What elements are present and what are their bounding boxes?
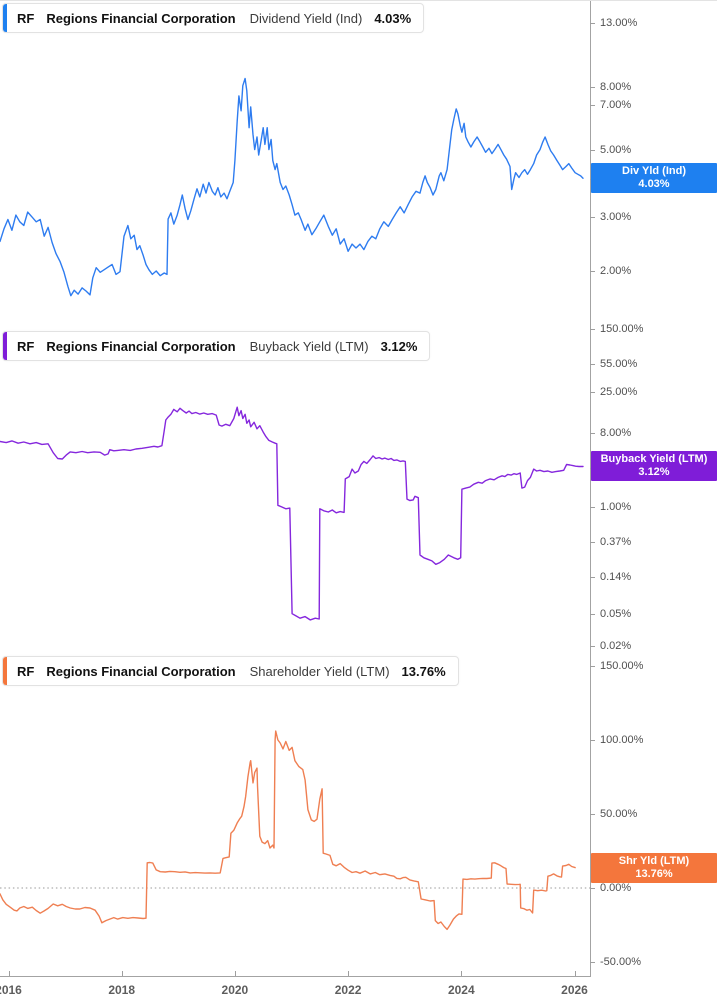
badge-series-value: 13.76% — [635, 867, 673, 880]
chart-header-shareholder-yield[interactable]: RF Regions Financial Corporation Shareho… — [2, 656, 459, 686]
y-axis-tick — [590, 542, 595, 544]
y-axis-label: -50.00% — [600, 956, 641, 968]
y-axis-label: 8.00% — [600, 81, 632, 94]
accent-bar-blue — [3, 4, 7, 32]
x-axis-label-2022: 2022 — [334, 983, 362, 997]
y-axis-label: 100.00% — [600, 734, 644, 746]
y-axis-tick — [590, 105, 595, 107]
y-axis-label: 7.00% — [600, 99, 632, 112]
metric-value: 3.12% — [380, 338, 418, 354]
chart-plot-1[interactable] — [0, 321, 592, 651]
y-axis-label: 50.00% — [600, 808, 638, 820]
series-line-shr-yld-ltm- — [0, 730, 576, 931]
x-axis-tick — [8, 971, 10, 976]
badge-series-name: Div Yld (Ind) — [622, 165, 686, 178]
y-axis-label: 55.00% — [600, 358, 638, 371]
y-axis-tick — [590, 23, 595, 24]
series-value-badge-0[interactable]: Div Yld (Ind) 4.03% — [591, 163, 717, 194]
y-axis-tick — [590, 962, 595, 963]
x-axis-tick — [348, 971, 350, 976]
y-axis-label: 3.00% — [600, 211, 632, 224]
metric-value: 4.03% — [374, 10, 412, 26]
company-name: Regions Financial Corporation — [46, 663, 236, 679]
chart-header-buyback-yield[interactable]: RF Regions Financial Corporation Buyback… — [2, 331, 431, 361]
series-line-buyback-yield-ltm- — [0, 406, 584, 621]
company-name: Regions Financial Corporation — [46, 338, 236, 354]
metric-name: Shareholder Yield (LTM) — [249, 663, 390, 679]
y-axis-tick — [590, 577, 595, 578]
y-axis-tick — [590, 432, 595, 434]
y-axis-line — [590, 1, 591, 976]
y-axis-label: 13.00% — [600, 17, 638, 29]
x-axis-label-2020: 2020 — [221, 983, 249, 997]
y-axis-tick — [590, 507, 595, 508]
y-axis-tick — [590, 646, 595, 648]
y-axis-label: 150.00% — [600, 660, 644, 672]
series-value-badge-1[interactable]: Buyback Yield (LTM) 3.12% — [591, 451, 717, 482]
y-axis-tick — [590, 740, 595, 741]
y-axis-tick — [590, 814, 595, 815]
badge-series-name: Shr Yld (LTM) — [618, 854, 690, 867]
company-name: Regions Financial Corporation — [46, 10, 236, 26]
y-axis-tick — [590, 392, 595, 394]
ticker-label: RF — [17, 663, 35, 679]
y-axis-label: 5.00% — [600, 143, 632, 156]
y-axis-label: 25.00% — [600, 386, 638, 399]
x-axis-label-2016: 2016 — [0, 983, 22, 997]
chart-header-dividend-yield[interactable]: RF Regions Financial Corporation Dividen… — [2, 3, 425, 33]
y-axis-tick — [590, 613, 595, 615]
x-axis-label-2024: 2024 — [447, 983, 475, 997]
series-line-div-yld-ind- — [0, 77, 584, 297]
y-axis-tick — [590, 364, 595, 366]
y-axis-tick — [590, 888, 595, 889]
x-axis-label-2026: 2026 — [561, 983, 588, 997]
series-value-badge-2[interactable]: Shr Yld (LTM) 13.76% — [591, 852, 717, 883]
y-axis-label: 8.00% — [600, 426, 632, 439]
metric-name: Buyback Yield (LTM) — [249, 338, 369, 354]
metric-name: Dividend Yield (Ind) — [249, 10, 363, 26]
x-axis-tick — [574, 971, 576, 976]
y-axis-label: 2.00% — [600, 265, 632, 277]
badge-series-value: 4.03% — [638, 178, 670, 191]
badge-series-name: Buyback Yield (LTM) — [600, 453, 708, 466]
chart-plot-2[interactable] — [0, 651, 592, 976]
x-axis-line — [0, 976, 591, 977]
y-axis-label: 0.14% — [600, 571, 632, 583]
y-axis-label: 0.37% — [600, 536, 632, 549]
y-axis-tick — [590, 217, 595, 219]
x-axis-tick — [121, 971, 123, 976]
y-axis-label: 1.00% — [600, 501, 632, 513]
badge-series-value: 3.12% — [638, 466, 670, 479]
accent-bar-purple — [3, 332, 7, 360]
accent-bar-orange — [3, 657, 7, 685]
x-axis-tick — [461, 971, 463, 976]
y-axis-tick — [590, 328, 595, 330]
x-axis-label-2018: 2018 — [108, 983, 136, 997]
y-axis-tick — [590, 87, 595, 89]
y-axis-tick — [590, 271, 595, 272]
ticker-label: RF — [17, 10, 35, 26]
y-axis-label: 0.00% — [600, 882, 632, 894]
y-axis-tick — [590, 666, 595, 667]
metric-value: 13.76% — [401, 663, 446, 679]
y-axis-label: 0.02% — [600, 640, 632, 653]
chart-plot-0[interactable] — [0, 1, 592, 321]
y-axis-tick — [590, 149, 595, 151]
ticker-label: RF — [17, 338, 35, 354]
x-axis-tick — [234, 971, 236, 976]
y-axis-label: 150.00% — [600, 322, 644, 335]
y-axis-label: 0.05% — [600, 607, 632, 620]
